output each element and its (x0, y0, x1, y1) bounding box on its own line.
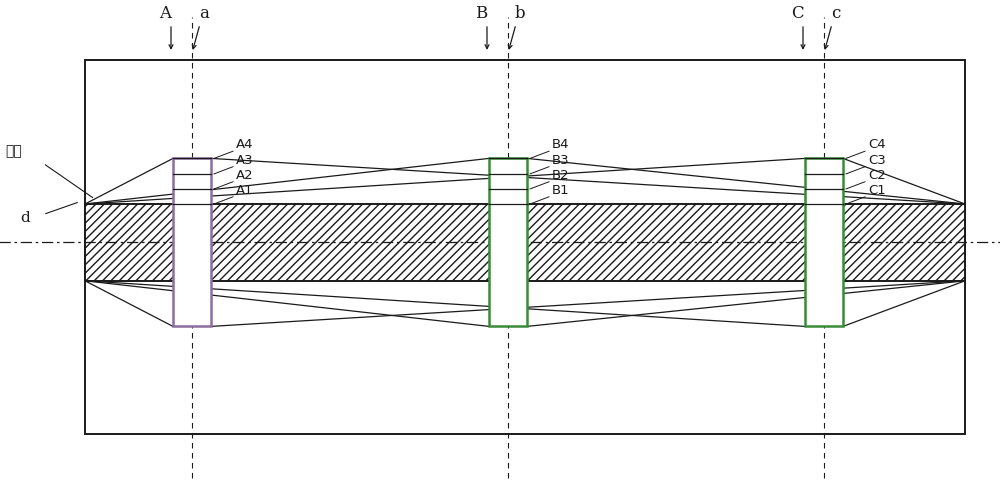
Text: C: C (791, 5, 803, 22)
Text: a: a (199, 5, 209, 22)
Polygon shape (85, 204, 965, 281)
Text: B1: B1 (552, 184, 570, 197)
Polygon shape (173, 158, 211, 326)
Polygon shape (805, 158, 843, 326)
Text: B3: B3 (552, 154, 570, 167)
Text: C4: C4 (868, 138, 886, 151)
Text: C2: C2 (868, 169, 886, 182)
Text: A1: A1 (236, 184, 254, 197)
Text: B4: B4 (552, 138, 570, 151)
Text: A: A (159, 5, 171, 22)
Text: A3: A3 (236, 154, 254, 167)
Text: B: B (475, 5, 487, 22)
Text: B2: B2 (552, 169, 570, 182)
Text: c: c (831, 5, 841, 22)
Polygon shape (489, 158, 527, 326)
Text: 焊缝: 焊缝 (5, 144, 22, 158)
Text: C3: C3 (868, 154, 886, 167)
Text: A2: A2 (236, 169, 254, 182)
Text: A4: A4 (236, 138, 254, 151)
Text: b: b (515, 5, 525, 22)
Text: d: d (20, 211, 30, 226)
Text: C1: C1 (868, 184, 886, 197)
